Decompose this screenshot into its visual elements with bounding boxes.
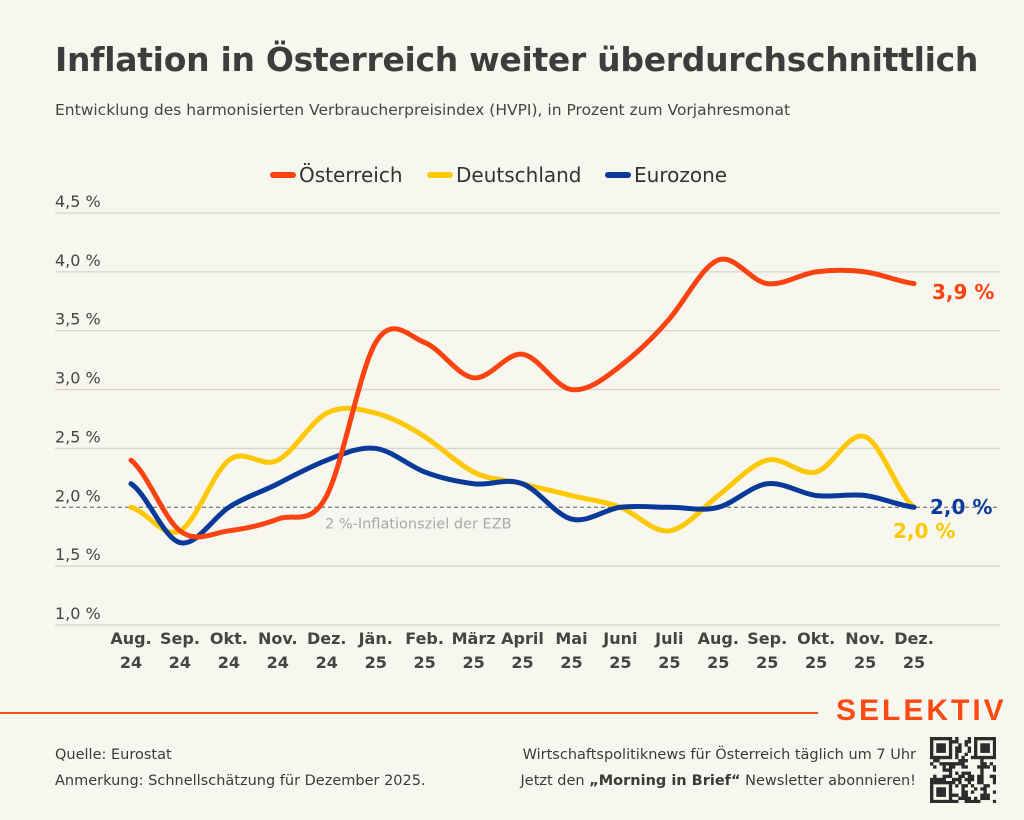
x-tick-label: 25 (365, 653, 387, 672)
x-tick-label: Juli (654, 629, 683, 648)
x-tick-label: Nov. (845, 629, 885, 648)
promo-line-1: Wirtschaftspolitiknews für Österreich tä… (522, 747, 916, 763)
x-tick-label: Dez. (307, 629, 347, 648)
x-tick-label: 25 (854, 653, 876, 672)
legend-label: Deutschland (456, 163, 582, 187)
series-line-österreich (128, 256, 917, 540)
brand-logo: SELEKTIV (836, 694, 1007, 727)
x-tick-label: 25 (609, 653, 631, 672)
reference-line-label: 2 %-Inflationsziel der EZB (325, 516, 512, 532)
x-tick-label: Sep. (160, 629, 200, 648)
y-tick-label: 4,5 % (55, 192, 101, 211)
promo-line-2[interactable]: Jetzt den „Morning in Brief“ Newsletter … (521, 773, 917, 789)
note: Anmerkung: Schnellschätzung für Dezember… (55, 773, 426, 789)
legend-label: Österreich (299, 163, 403, 187)
divider (0, 712, 818, 714)
x-tick-label: 25 (462, 653, 484, 672)
series-line-deutschland (128, 405, 917, 535)
y-tick-label: 4,0 % (55, 251, 101, 270)
x-tick-label: 25 (805, 653, 827, 672)
promo-text: Newsletter abonnieren! (740, 773, 916, 789)
promo-text: Jetzt den (520, 773, 590, 789)
x-tick-label: 25 (756, 653, 778, 672)
x-tick-label: 25 (903, 653, 925, 672)
x-tick-label: 24 (267, 653, 289, 672)
x-tick-label: Juni (602, 629, 637, 648)
x-tick-label: 25 (511, 653, 533, 672)
x-tick-label: 24 (169, 653, 191, 672)
x-tick-label: 24 (316, 653, 338, 672)
x-tick-label: Dez. (894, 629, 934, 648)
legend-label: Eurozone (634, 163, 727, 187)
chart-title: Inflation in Österreich weiter überdurch… (55, 40, 979, 79)
x-tick-label: 25 (658, 653, 680, 672)
x-tick-label: 25 (707, 653, 729, 672)
line-chart: 1,0 % 1,5 % 2,0 % 2,5 % 3,0 % 3,5 % 4,0 % 4,5 %… (55, 163, 1000, 672)
x-tick-label: Jän. (358, 629, 393, 648)
x-tick-label: Feb. (405, 629, 444, 648)
y-tick-label: 2,5 % (55, 427, 101, 446)
end-label: 3,9 % (932, 280, 994, 304)
x-tick-label: 25 (414, 653, 436, 672)
x-tick-label: 24 (120, 653, 142, 672)
x-tick-label: Mai (555, 629, 587, 648)
y-tick-label: 2,0 % (55, 486, 101, 505)
y-tick-label: 3,0 % (55, 369, 101, 388)
end-label: 2,0 % (893, 519, 955, 543)
x-tick-label: Nov. (258, 629, 298, 648)
x-tick-label: April (501, 629, 544, 648)
x-tick-label: Aug. (698, 629, 739, 648)
y-tick-label: 1,5 % (55, 545, 101, 564)
y-tick-label: 3,5 % (55, 310, 101, 329)
x-tick-label: Aug. (110, 629, 151, 648)
x-tick-label: Okt. (210, 629, 248, 648)
x-tick-label: 25 (560, 653, 582, 672)
series-line-eurozone (128, 445, 917, 546)
qr-code-icon[interactable] (930, 737, 996, 803)
x-tick-label: Sep. (747, 629, 787, 648)
end-label: 2,0 % (930, 495, 992, 519)
x-tick-label: Okt. (797, 629, 835, 648)
x-tick-label: 24 (218, 653, 240, 672)
chart-subtitle: Entwicklung des harmonisierten Verbrauch… (55, 101, 791, 119)
source: Quelle: Eurostat (55, 747, 172, 763)
x-tick-label: März (452, 629, 496, 648)
newsletter-name: „Morning in Brief“ (589, 773, 741, 789)
y-tick-label: 1,0 % (55, 604, 101, 623)
